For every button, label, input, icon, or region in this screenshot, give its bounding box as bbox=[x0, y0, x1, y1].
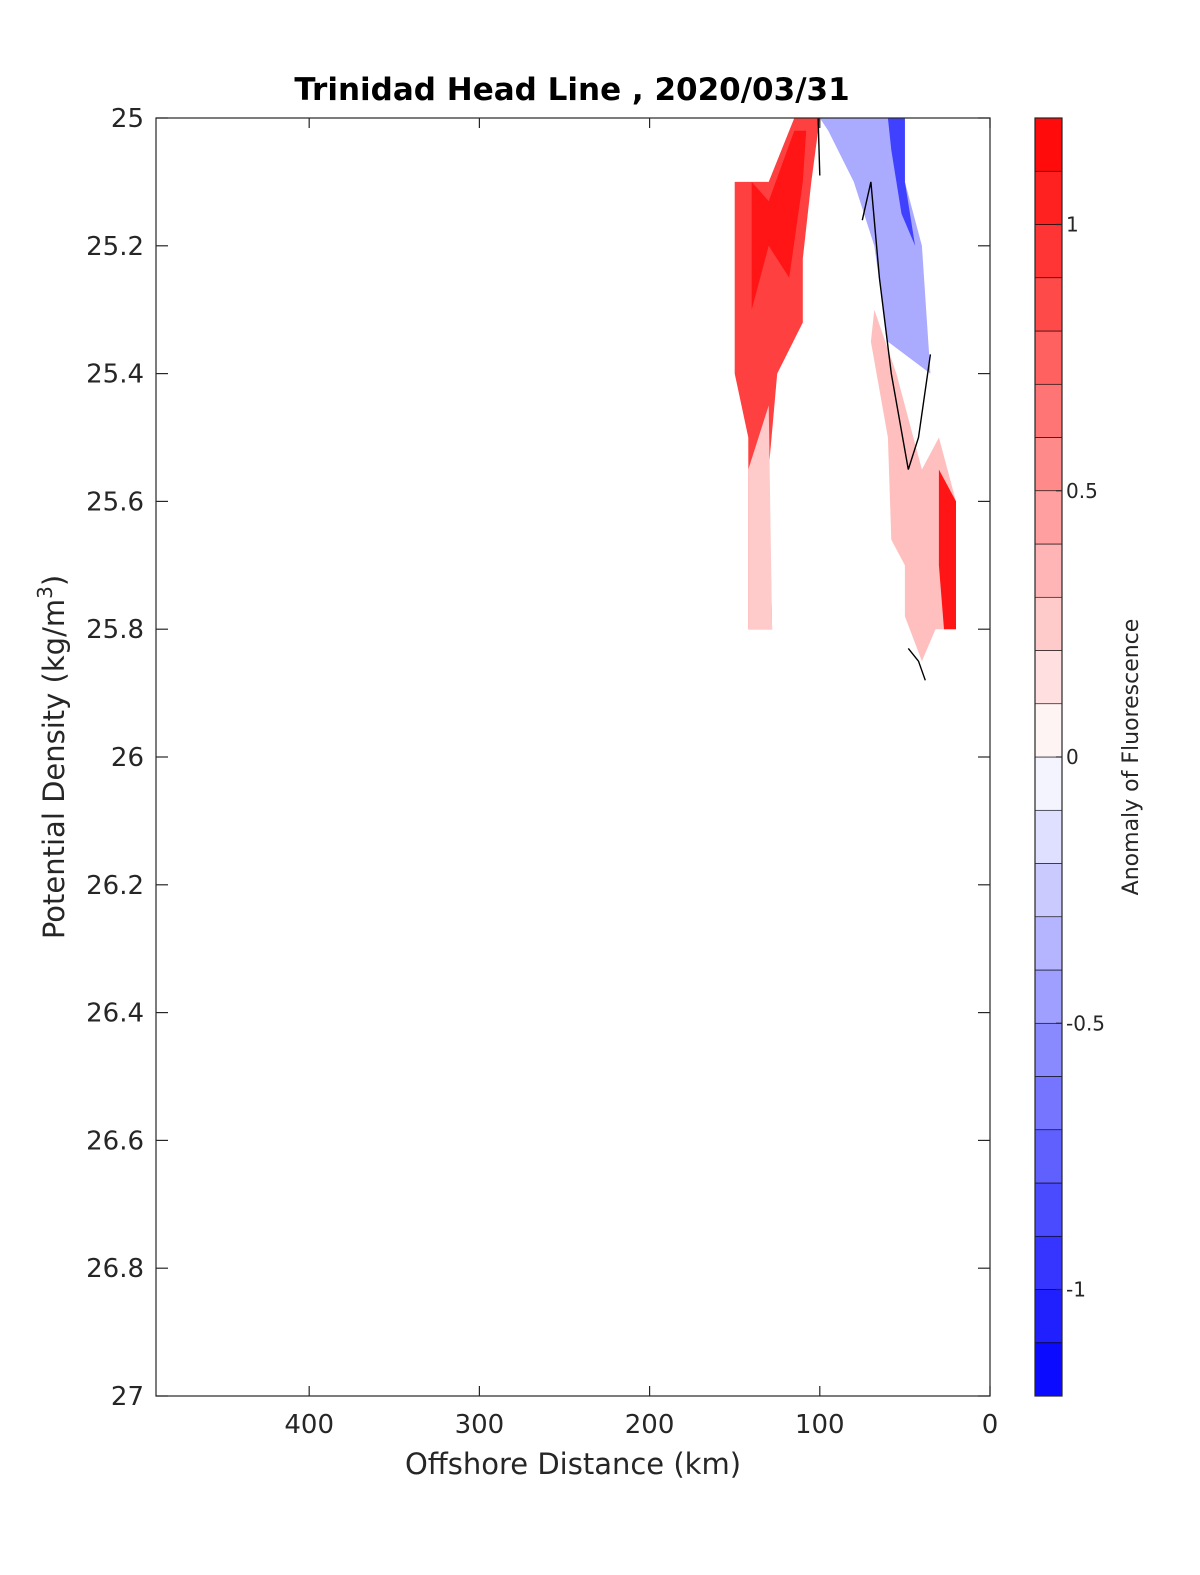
colorbar-band bbox=[1034, 117, 1063, 172]
y-tick-label: 25 bbox=[111, 104, 144, 134]
y-axis-label-superscript: 3 bbox=[33, 586, 57, 599]
x-axis-label: Offshore Distance (km) bbox=[405, 1447, 741, 1481]
x-tick-label: 300 bbox=[455, 1410, 505, 1440]
colorbar-band bbox=[1034, 1076, 1063, 1131]
colorbar-band bbox=[1034, 596, 1063, 651]
colorbar-band bbox=[1034, 703, 1063, 758]
x-tick-label: 0 bbox=[982, 1410, 999, 1440]
anomaly-region-nearshore-strong-edge bbox=[938, 469, 956, 630]
colorbar-label: Anomaly of Fluorescence bbox=[1119, 619, 1144, 896]
colorbar-band bbox=[1034, 383, 1063, 438]
zero-contour-main bbox=[861, 181, 932, 470]
y-axis-label: Potential Density (kg/m3) bbox=[33, 575, 71, 939]
colorbar-tick-label: 1 bbox=[1066, 213, 1079, 237]
plot-frame bbox=[155, 117, 991, 1397]
anomaly-fill-regions bbox=[734, 118, 956, 662]
colorbar-tick-label: 0 bbox=[1066, 745, 1079, 769]
y-axis-label-tail: ) bbox=[37, 575, 71, 586]
colorbar-band bbox=[1034, 1129, 1063, 1184]
chart-title: Trinidad Head Line , 2020/03/31 bbox=[294, 72, 849, 108]
colorbar-band bbox=[1034, 916, 1063, 971]
x-tick-label: 100 bbox=[795, 1410, 845, 1440]
y-tick-label: 26.8 bbox=[86, 1254, 144, 1284]
colorbar-band bbox=[1034, 277, 1063, 332]
y-tick-label: 27 bbox=[111, 1382, 144, 1412]
colorbar-band bbox=[1034, 490, 1063, 545]
colorbar-ticks: -1 -0.5 0 0.5 1 bbox=[1056, 213, 1105, 1302]
y-axis-ticks: 25 25.2 25.4 25.6 25.8 26 26.2 26.4 26.6 26.8 27 bbox=[86, 104, 990, 1412]
colorbar-band bbox=[1034, 1022, 1063, 1077]
colorbar-band bbox=[1034, 809, 1063, 864]
colorbar-tick-label: 0.5 bbox=[1066, 479, 1098, 503]
colorbar-band bbox=[1034, 1235, 1063, 1290]
anomaly-region-offshore-pink-tail bbox=[748, 405, 773, 630]
anomaly-region-nearshore-negative-core bbox=[887, 118, 916, 246]
colorbar-band bbox=[1034, 224, 1063, 279]
colorbar-band bbox=[1034, 756, 1063, 811]
y-tick-label: 26.4 bbox=[86, 999, 144, 1029]
y-tick-label: 26.2 bbox=[86, 871, 144, 901]
colorbar-band bbox=[1034, 650, 1063, 705]
colorbar-band bbox=[1034, 170, 1063, 225]
zero-contour-bottom bbox=[907, 647, 926, 681]
zero-contour-top bbox=[817, 118, 821, 176]
y-tick-label: 26.6 bbox=[86, 1126, 144, 1156]
y-axis-label-main: Potential Density (kg/m bbox=[37, 599, 71, 939]
anomaly-region-offshore-strong-core bbox=[751, 130, 807, 310]
colorbar-tick-label: -1 bbox=[1066, 1278, 1086, 1302]
colorbar-band bbox=[1034, 969, 1063, 1024]
x-tick-label: 200 bbox=[625, 1410, 675, 1440]
zero-contour-lines bbox=[817, 118, 932, 681]
colorbar: -1 -0.5 0 0.5 1 bbox=[1034, 117, 1105, 1397]
y-tick-label: 26 bbox=[111, 743, 144, 773]
x-tick-label: 400 bbox=[284, 1410, 334, 1440]
colorbar-band bbox=[1034, 1182, 1063, 1237]
y-tick-label: 25.4 bbox=[86, 360, 144, 390]
colorbar-band bbox=[1034, 437, 1063, 492]
colorbar-band bbox=[1034, 330, 1063, 385]
colorbar-band bbox=[1034, 863, 1063, 918]
y-tick-label: 25.6 bbox=[86, 487, 144, 517]
y-tick-label: 25.8 bbox=[86, 615, 144, 645]
x-axis-ticks: 400 300 200 100 0 bbox=[284, 118, 998, 1440]
plot-area: 400 300 200 100 0 25 25.2 25.4 25.6 25.8 26 26.2 26… bbox=[86, 104, 998, 1440]
colorbar-band bbox=[1034, 1289, 1063, 1344]
anomaly-region-nearshore-positive-band bbox=[870, 309, 956, 662]
colorbar-tick-label: -0.5 bbox=[1066, 1011, 1105, 1035]
colorbar-band bbox=[1034, 1342, 1063, 1397]
y-tick-label: 25.2 bbox=[86, 232, 144, 262]
colorbar-band bbox=[1034, 543, 1063, 598]
